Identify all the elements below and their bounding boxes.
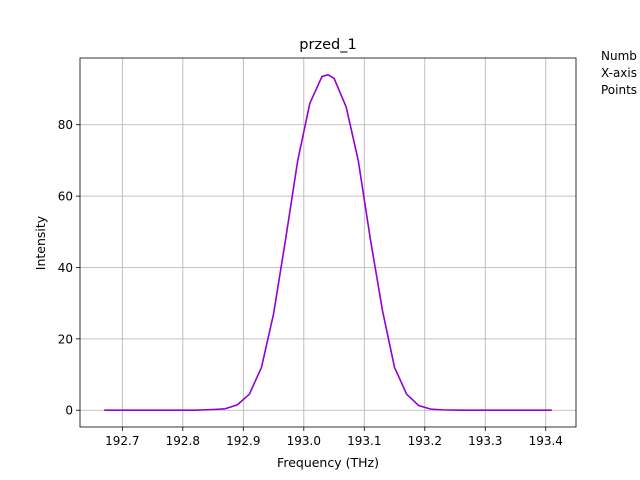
x-tick-label: 193.2 — [408, 434, 442, 448]
x-tick-label: 192.7 — [105, 434, 139, 448]
side-note-x-axis: X-axis — [601, 66, 637, 80]
x-tick-label: 193.4 — [529, 434, 563, 448]
series-line — [104, 73, 552, 412]
y-tick-label: 80 — [58, 118, 73, 132]
y-axis: 0 20 40 60 80 — [58, 118, 80, 418]
plot-frame — [79, 57, 577, 428]
y-tick-label: 20 — [58, 332, 73, 346]
x-tick-label: 193.0 — [287, 434, 321, 448]
x-axis-label: Frequency (THz) — [277, 455, 379, 470]
x-tick-label: 193.1 — [347, 434, 381, 448]
x-axis: 192.7 192.8 192.9 193.0 193.1 193.2 193.3 193.4 — [105, 427, 563, 448]
y-tick-label: 0 — [65, 404, 73, 418]
y-tick-label: 60 — [58, 190, 73, 204]
y-tick-label: 40 — [58, 261, 73, 275]
side-note-number: Numb — [601, 49, 637, 63]
series-layer — [104, 73, 552, 412]
y-axis-label: Intensity — [33, 215, 48, 270]
chart-title: przed_1 — [299, 37, 356, 53]
x-tick-label: 193.3 — [468, 434, 502, 448]
x-tick-label: 192.9 — [226, 434, 260, 448]
side-note-points: Points — [601, 83, 638, 97]
grid-lines — [80, 58, 576, 427]
x-tick-label: 192.8 — [166, 434, 200, 448]
